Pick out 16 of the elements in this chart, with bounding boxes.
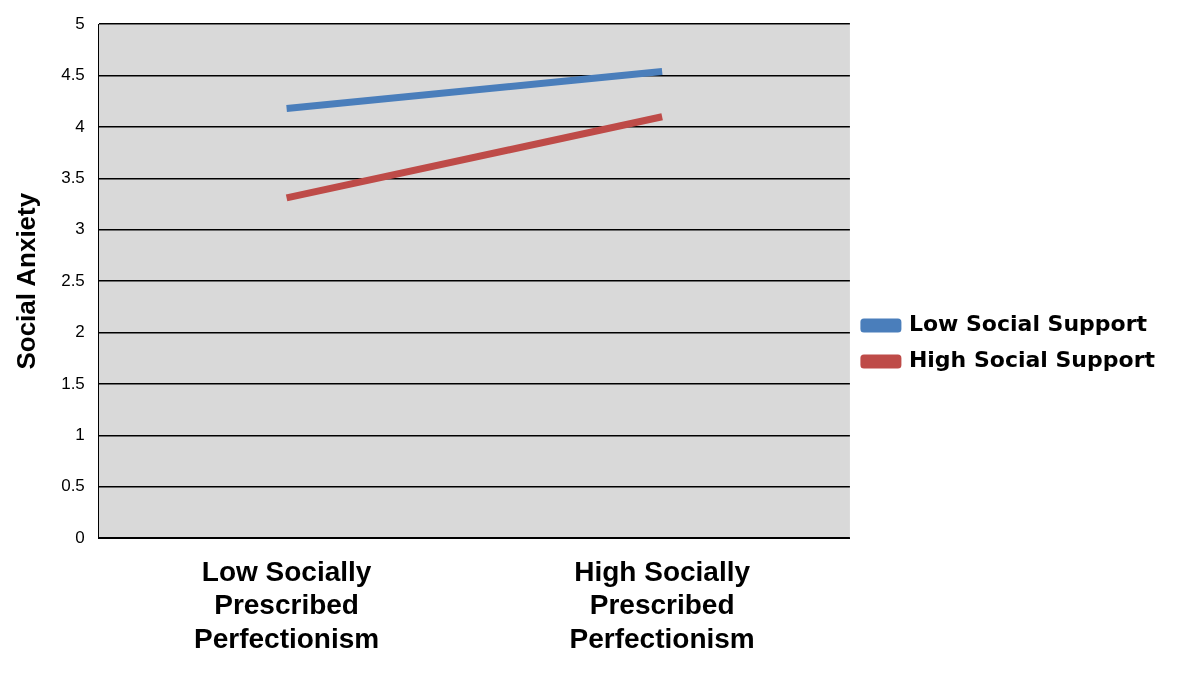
y-tick-label: 4.5 (61, 65, 85, 85)
x-tick-label: Low Socially Prescribed Perfectionism (194, 555, 380, 654)
y-tick-label: 2.5 (61, 270, 85, 290)
y-tick-label: 0 (75, 527, 85, 547)
legend-label: High Social Support (908, 347, 1156, 373)
y-tick-label: 2 (75, 322, 85, 342)
y-tick-label: 0.5 (61, 476, 85, 496)
y-tick-label: 1.5 (61, 373, 85, 393)
y-tick-label: 4 (75, 116, 85, 136)
y-tick-label: 5 (75, 13, 85, 33)
y-axis-title: Social Anxiety (10, 192, 41, 370)
x-tick-label: High Socially Prescribed Perfectionism (569, 555, 755, 654)
y-tick-label: 1 (75, 425, 85, 445)
y-tick-label: 3.5 (61, 168, 85, 188)
y-tick-label: 3 (75, 219, 85, 239)
legend-label: Low Social Support (908, 311, 1148, 337)
